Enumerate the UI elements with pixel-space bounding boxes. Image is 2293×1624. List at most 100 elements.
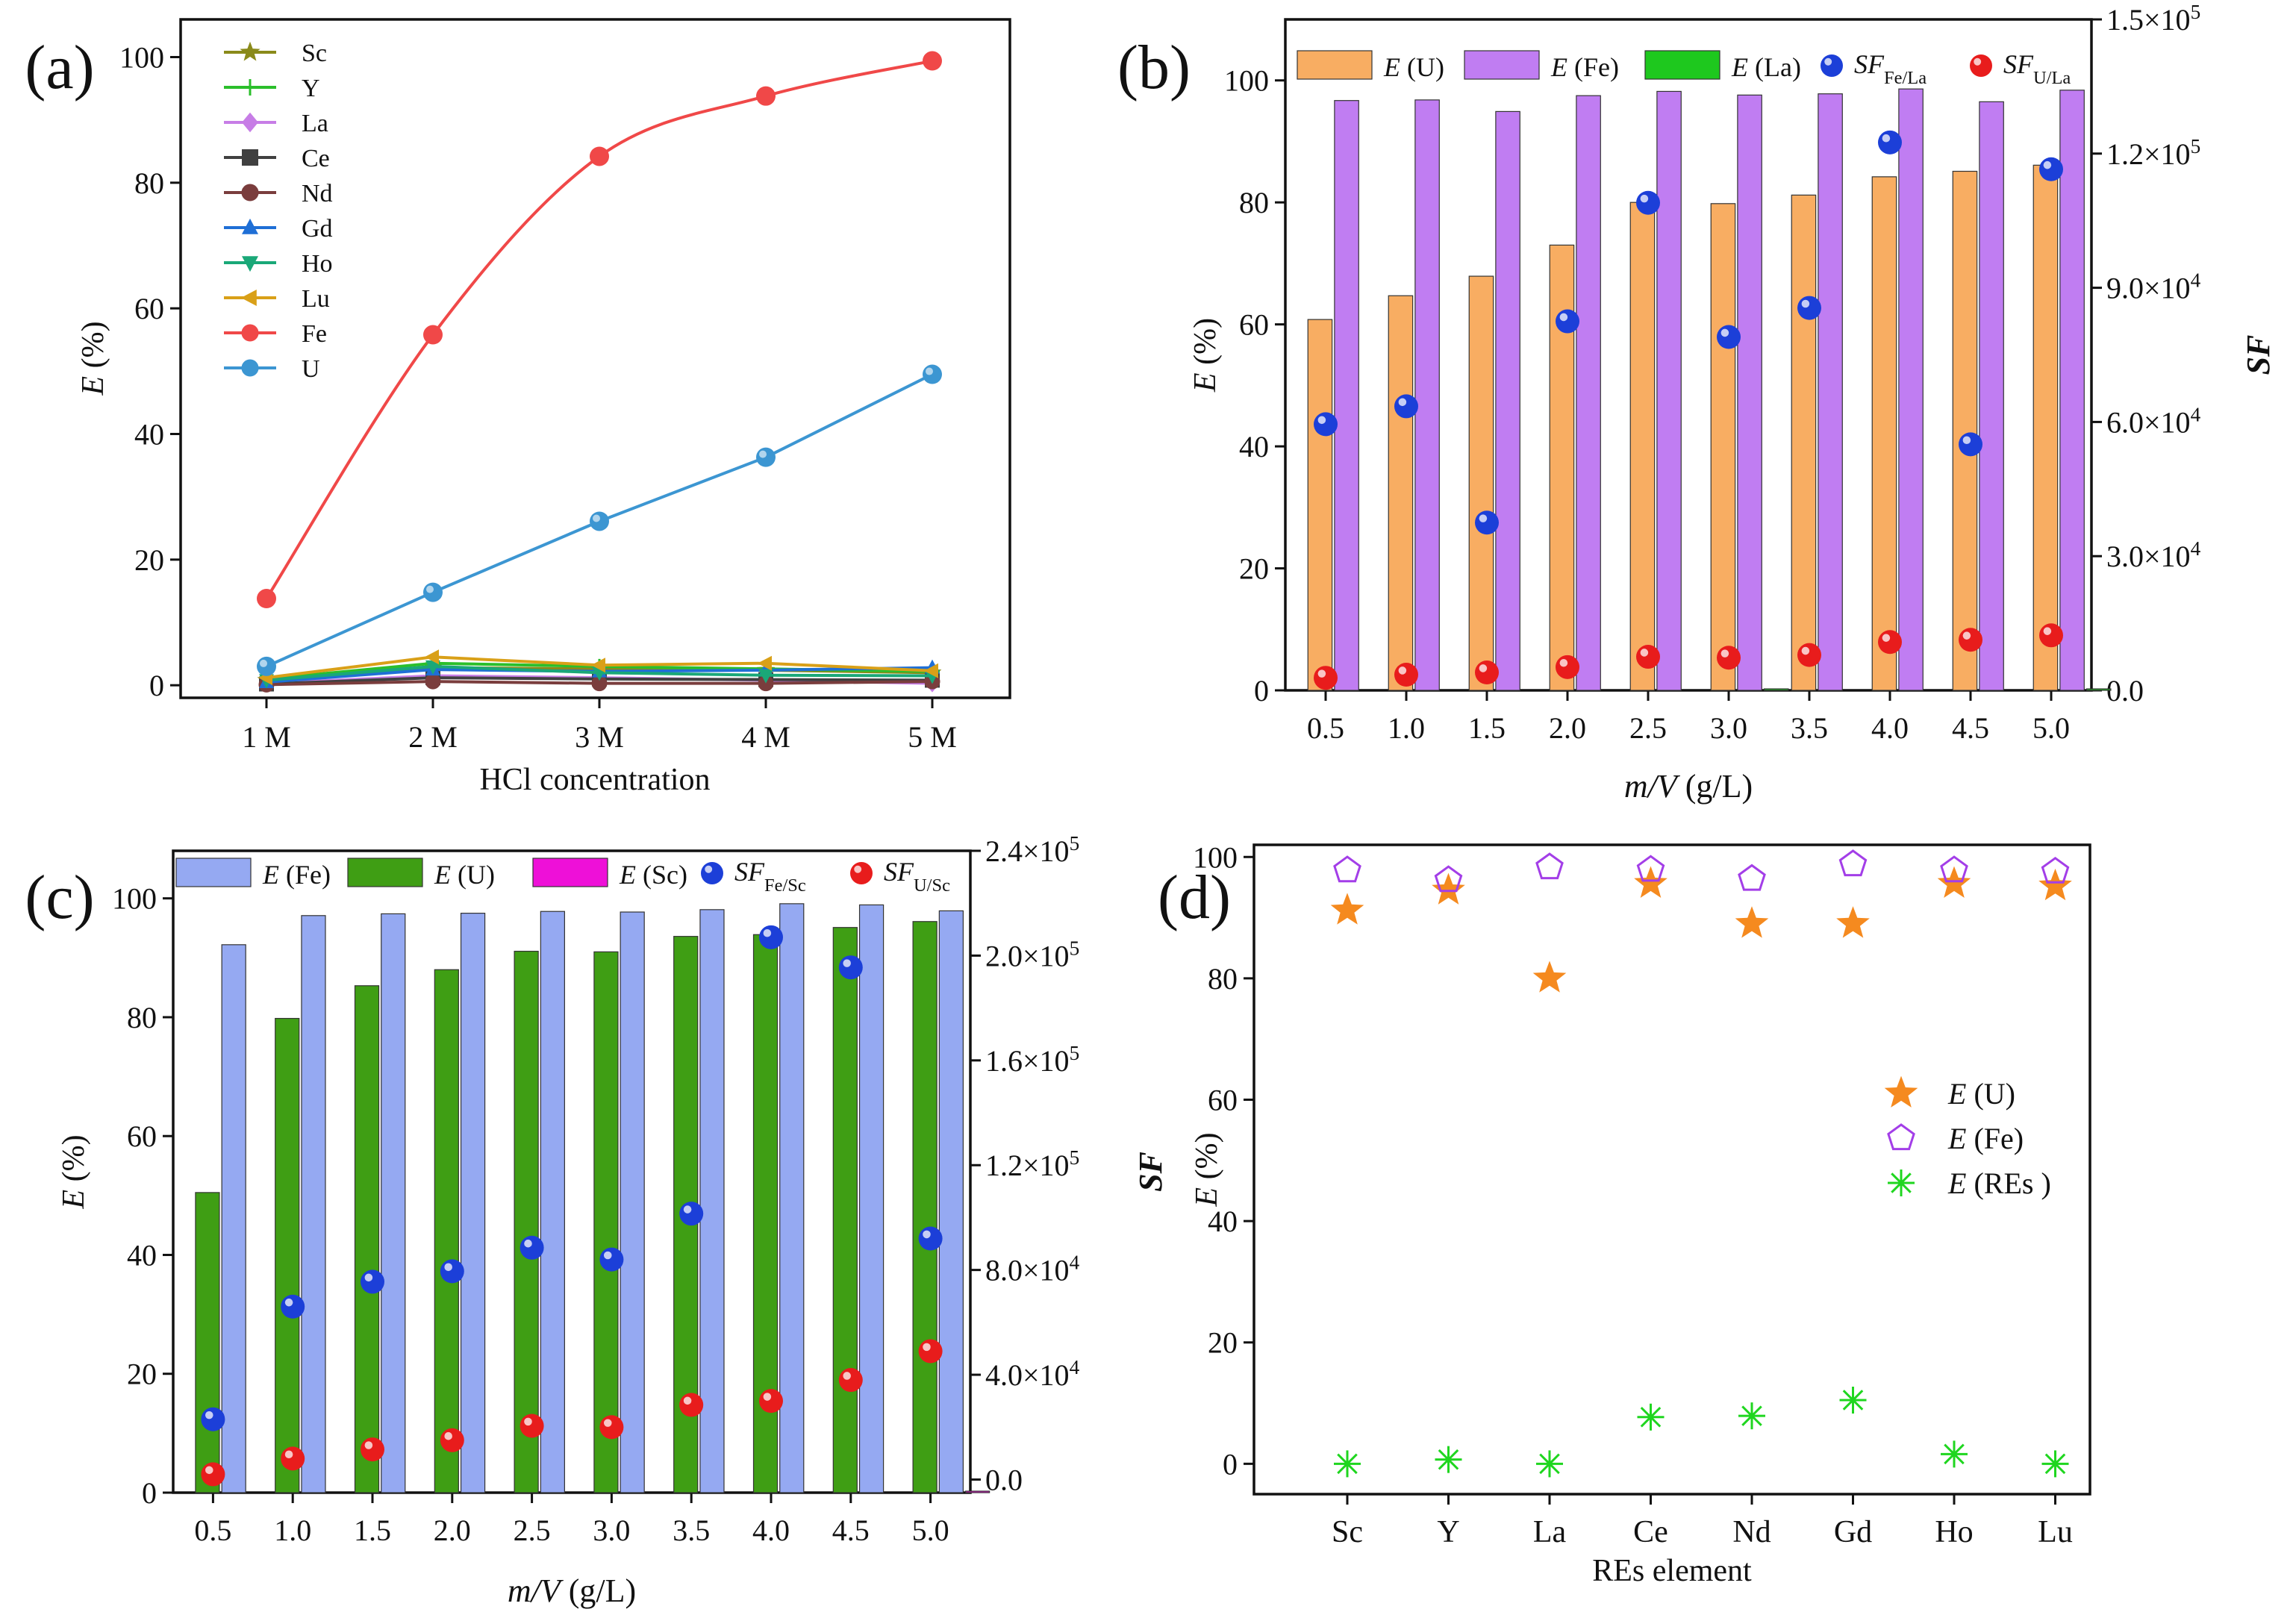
- panel-c-point-1-body: [520, 1414, 544, 1438]
- panel-a-point-U-hl: [260, 659, 267, 667]
- panel-c-point-0-highlight: [843, 959, 851, 967]
- panel-b-point-0-body: [1717, 325, 1741, 349]
- panel-a-label: (a): [25, 33, 94, 102]
- panel-c-point-1-highlight: [284, 1450, 293, 1459]
- panel-a-legend-label: Sc: [302, 40, 327, 67]
- panel-b-bar: [1952, 170, 1978, 691]
- panel-a: (a) 0 20 40 60 80 100 1 M 2 M 3 M 4 M 5 M HCl concen…: [25, 18, 1011, 797]
- panel-b-legend-marker-body: [1970, 54, 1992, 77]
- panel-c-point-0-body: [281, 1294, 305, 1319]
- panel-b-point-1-body: [1717, 646, 1741, 670]
- panel-d-ytick-label: 100: [1193, 840, 1238, 874]
- panel-c-legend-marker: [701, 862, 723, 884]
- panel-b-point-1-highlight: [1479, 664, 1488, 672]
- panel-b-ytick-label: 0: [1254, 674, 1269, 708]
- panel-c-bar: [620, 911, 645, 1493]
- panel-a-point-Ho: [758, 669, 773, 684]
- panel-c-bar: [354, 985, 380, 1493]
- panel-a-point-U-hl: [759, 450, 767, 458]
- panel-c-point-0-body: [759, 925, 783, 949]
- panel-c-legend-marker-body: [850, 862, 873, 884]
- panel-c-point-1: [201, 1462, 225, 1487]
- panel-b-bar: [2059, 90, 2085, 691]
- panel-b-bar: [1791, 194, 1817, 691]
- panel-b-point-1-body: [1797, 643, 1821, 667]
- panel-b-bar: [1334, 100, 1359, 691]
- panel-c-xtick-label: 2.5: [514, 1514, 551, 1547]
- panel-b-point-1-body: [2039, 623, 2063, 648]
- panel-c-bar: [699, 909, 725, 1493]
- panel-c-legend-swatch: [175, 858, 252, 887]
- panel-d-legend-marker: [1884, 1075, 1918, 1108]
- panel-b-bar: [1871, 176, 1897, 691]
- panel-c-point-1-highlight: [923, 1343, 931, 1352]
- panel-a-legend-marker-Gd: [242, 218, 258, 234]
- panel-d-point-2: [1839, 1386, 1867, 1414]
- panel-a-legend-marker-Ho: [242, 256, 258, 272]
- panel-b-point-1-body: [1314, 666, 1338, 690]
- panel-b-point-0: [1636, 190, 1660, 215]
- panel-d-label: (d): [1158, 863, 1231, 932]
- panel-c-bar: [434, 969, 459, 1493]
- panel-b-point-1-highlight: [1720, 649, 1729, 658]
- panel-a-legend-label: Nd: [302, 180, 333, 207]
- panel-b-legend-marker-highlight: [1824, 57, 1832, 66]
- panel-b-point-0: [1959, 432, 1982, 457]
- panel-d-ytick-label: 60: [1208, 1083, 1238, 1116]
- panel-c-xtick-label: 4.5: [832, 1514, 870, 1547]
- panel-c-bar: [593, 951, 619, 1493]
- panel-a-ytick-label: 40: [134, 418, 164, 452]
- panel-c-point-0-highlight: [364, 1273, 373, 1282]
- panel-c-bar: [195, 1192, 220, 1493]
- panel-c-bar: [460, 913, 486, 1493]
- panel-c-point-1-highlight: [763, 1393, 772, 1401]
- panel-b-xtick-label: 2.0: [1549, 711, 1586, 745]
- panel-d-point-1: [1940, 855, 1968, 883]
- panel-d-ytick-label: 80: [1208, 962, 1238, 996]
- panel-b-legend-marker: [1970, 54, 1992, 77]
- panel-c-point-1: [281, 1446, 305, 1471]
- panel-b-point-1-highlight: [1801, 646, 1810, 655]
- panel-b-y2tick-label: 1.5×105: [2106, 1, 2200, 37]
- panel-a-legend-label: Ho: [302, 250, 333, 278]
- panel-b-point-0-body: [1878, 130, 1902, 154]
- panel-c-point-0: [918, 1226, 943, 1251]
- panel-b-xtick-label: 4.0: [1871, 711, 1909, 745]
- panel-b-point-0-highlight: [1479, 514, 1488, 522]
- panel-a-legend-label: Lu: [302, 285, 330, 313]
- panel-b-legend-label: SFFe/La: [1854, 49, 1927, 88]
- panel-b-point-1-body: [1636, 645, 1660, 669]
- panel-d-ytick-label: 20: [1208, 1326, 1238, 1360]
- panel-c-ytick-label: 0: [142, 1476, 157, 1510]
- panel-b-point-0-body: [1475, 510, 1499, 535]
- panel-c-point-1-highlight: [524, 1417, 532, 1426]
- panel-d-xlabel: REs element: [1592, 1554, 1752, 1588]
- panel-c-point-0-highlight: [524, 1239, 532, 1248]
- panel-b-point-0: [1797, 296, 1821, 320]
- panel-b-point-1-body: [1878, 630, 1902, 655]
- panel-a-ytick-label: 60: [134, 292, 164, 325]
- panel-b-xtick-label: 4.5: [1952, 711, 1989, 745]
- panel-d: (d) 0 20 40 60 80 100 Sc Y La Ce Nd Gd Ho Lu REs elemen…: [1158, 840, 2091, 1588]
- panel-b-bar: [1898, 88, 1924, 691]
- panel-a-point-U: [756, 447, 776, 467]
- panel-d-xtick-label: La: [1533, 1515, 1567, 1549]
- panel-a-legend-marker-Fe: [241, 324, 259, 342]
- panel-a-point-Fe: [257, 589, 276, 609]
- panel-b-point-1-body: [1394, 663, 1418, 687]
- panel-c-ytick-label: 20: [127, 1358, 157, 1391]
- panel-b-point-0-highlight: [1882, 134, 1891, 143]
- panel-a-legend-marker-Ce: [242, 149, 258, 166]
- panel-d-ytick-label: 0: [1223, 1447, 1238, 1481]
- panel-b-point-0-highlight: [1559, 313, 1568, 322]
- panel-c-bar: [832, 927, 858, 1493]
- panel-c-legend-label: E (Fe): [262, 860, 331, 890]
- panel-b-frame: [1284, 18, 2093, 692]
- panel-b-bar: [1979, 101, 2004, 691]
- panel-b-bar: [1307, 319, 1333, 691]
- panel-b-point-1-body: [1475, 660, 1499, 685]
- panel-b-point-0-body: [1636, 190, 1660, 215]
- panel-a-line-Fe: [265, 59, 933, 600]
- panel-a-xtick-label: 1 M: [242, 720, 291, 754]
